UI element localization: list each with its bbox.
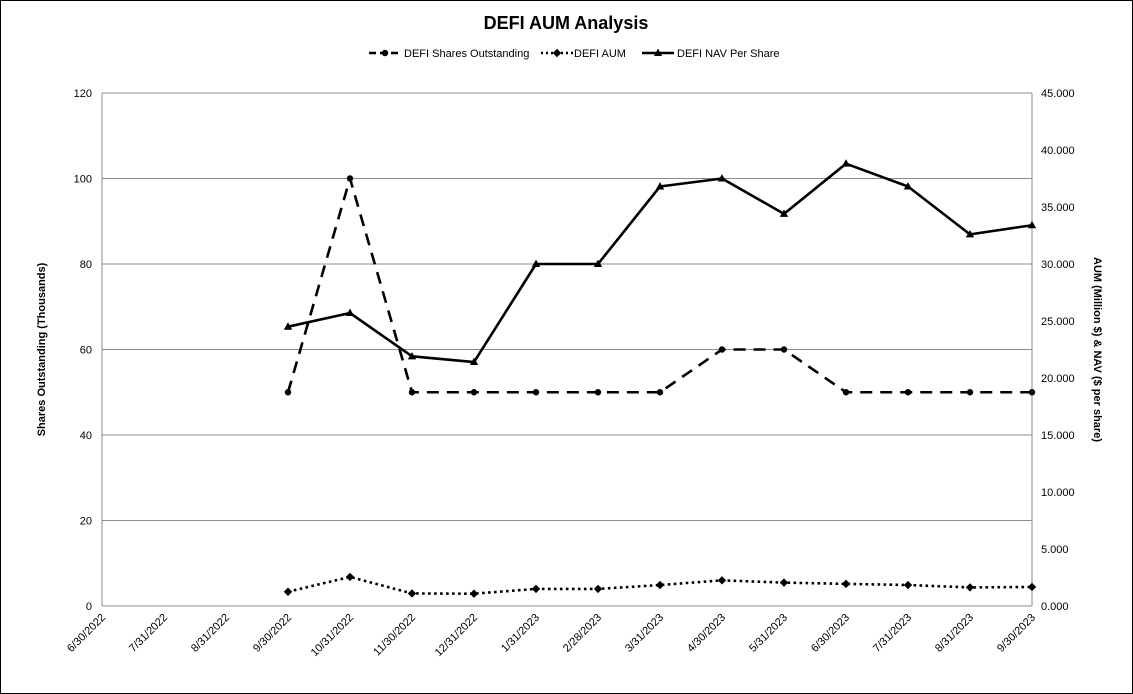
x-tick-label: 6/30/2022 [65, 612, 108, 655]
data-point [470, 389, 478, 396]
x-tick-label: 10/31/2022 [309, 612, 356, 659]
y-right-tick-label: 40.000 [1041, 145, 1075, 157]
x-tick-label: 8/31/2022 [189, 612, 232, 655]
chart-title: DEFI AUM Analysis [484, 13, 649, 33]
data-point [531, 584, 541, 594]
x-tick-label: 9/30/2023 [995, 612, 1038, 655]
x-tick-label: 5/31/2023 [747, 612, 790, 655]
y-left-tick-label: 60 [80, 345, 92, 357]
data-point [903, 580, 913, 590]
data-point [407, 351, 417, 360]
y-axis-right-label: AUM (Million $) & NAV ($ per share) [1091, 257, 1103, 442]
data-point [965, 583, 975, 592]
legend-marker [381, 49, 389, 57]
data-point [841, 579, 851, 589]
gridlines [102, 92, 1032, 607]
data-point [346, 175, 354, 182]
legend-marker [653, 48, 663, 56]
data-point [283, 322, 293, 330]
data-point [779, 209, 789, 217]
x-tick-label: 6/30/2023 [809, 612, 852, 655]
legend: DEFI Shares Outstanding DEFI AUM DEFI NAV … [369, 48, 780, 60]
y-right-tick-label: 35.000 [1041, 202, 1075, 214]
data-point [345, 308, 355, 317]
legend-item: DEFI NAV Per Share [642, 48, 780, 60]
series-defi-nav-per-share [283, 159, 1037, 366]
data-point [656, 389, 664, 396]
y-left-tick-label: 100 [74, 174, 92, 186]
axes: 0 20 40 60 80 100 120 0.000 5.000 10.000 15.000 20.… [65, 88, 1075, 659]
legend-marker [552, 48, 562, 58]
data-point [717, 174, 727, 182]
series-layer [283, 159, 1037, 598]
data-point [283, 587, 293, 596]
y-right-tick-label: 30.000 [1041, 259, 1075, 271]
y-right-tick-label: 25.000 [1041, 316, 1075, 328]
series-defi-shares-outstanding [284, 175, 1036, 396]
data-point [780, 346, 788, 353]
data-point [965, 229, 975, 238]
data-point [903, 182, 913, 190]
data-point [718, 346, 726, 353]
x-tick-label: 1/31/2023 [499, 612, 542, 655]
data-point [593, 584, 603, 594]
data-point [408, 389, 416, 396]
x-tick-label: 4/30/2023 [685, 612, 728, 655]
series-defi-aum [283, 572, 1037, 598]
y-left-tick-label: 120 [74, 88, 92, 100]
y-left-tick-label: 80 [80, 259, 92, 271]
y-right-tick-label: 15.000 [1041, 430, 1075, 442]
data-point [1028, 389, 1036, 396]
data-point [284, 389, 292, 396]
series-line [286, 177, 1032, 394]
series-line [287, 162, 1033, 364]
data-point [531, 259, 541, 267]
data-point [532, 389, 540, 396]
data-point [1027, 582, 1037, 592]
y-left-tick-label: 0 [86, 601, 92, 613]
data-point [345, 572, 355, 582]
data-point [594, 389, 602, 396]
legend-label: DEFI NAV Per Share [677, 48, 780, 60]
legend-item: DEFI AUM [541, 48, 626, 60]
data-point [904, 389, 912, 396]
data-point [1027, 220, 1037, 229]
x-tick-label: 7/31/2023 [871, 612, 914, 655]
data-point [655, 182, 665, 190]
x-tick-label: 9/30/2022 [251, 612, 294, 655]
y-right-tick-label: 5.000 [1041, 544, 1069, 556]
legend-label: DEFI AUM [574, 48, 626, 60]
data-point [655, 580, 665, 590]
y-right-tick-label: 45.000 [1041, 88, 1075, 100]
data-point [717, 576, 727, 585]
y-right-tick-label: 10.000 [1041, 487, 1075, 499]
x-tick-label: 7/31/2022 [127, 612, 170, 655]
x-tick-label: 3/31/2023 [623, 612, 666, 655]
y-left-tick-label: 20 [80, 516, 92, 528]
data-point [593, 259, 603, 267]
y-right-tick-label: 20.000 [1041, 373, 1075, 385]
data-point [407, 589, 417, 598]
x-tick-label: 8/31/2023 [933, 612, 976, 655]
data-point [469, 357, 479, 366]
data-point [779, 578, 789, 587]
data-point [841, 159, 851, 167]
y-right-tick-label: 0.000 [1041, 601, 1069, 613]
x-tick-label: 12/31/2022 [433, 612, 480, 659]
data-point [966, 389, 974, 396]
x-tick-label: 11/30/2022 [371, 612, 418, 659]
y-axis-left-label: Shares Outstanding (Thousands) [36, 262, 48, 436]
data-point [469, 589, 479, 598]
data-point [842, 389, 850, 396]
x-tick-label: 2/28/2023 [561, 612, 604, 655]
y-left-tick-label: 40 [80, 430, 92, 442]
legend-item: DEFI Shares Outstanding [369, 48, 529, 60]
legend-label: DEFI Shares Outstanding [404, 48, 529, 60]
